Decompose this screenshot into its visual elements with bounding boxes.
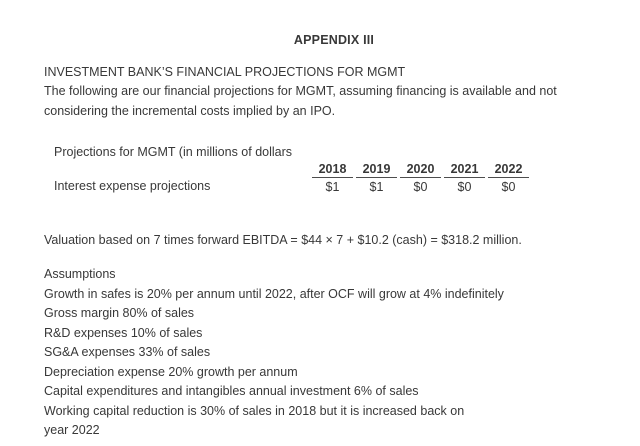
assumption-item: Gross margin 80% of sales (44, 306, 195, 320)
page-title: APPENDIX III (293, 33, 375, 47)
projections-table-block: Projections for MGMT (in millions of dol… (54, 144, 624, 194)
year-header: 2021 (444, 162, 485, 178)
year-header: 2020 (400, 162, 441, 178)
assumption-item: R&D expenses 10% of sales (44, 325, 203, 340)
intro-line: considering the incremental costs implie… (44, 103, 336, 118)
assumptions-heading: Assumptions (44, 267, 116, 281)
row-label: Interest expense projections (54, 179, 211, 193)
table-cell: $1 (325, 180, 340, 194)
assumption-item: Working capital reduction is 30% of sale… (44, 403, 465, 418)
assumption-item: SG&A expenses 33% of sales (44, 345, 211, 359)
year-header: 2018 (312, 162, 353, 178)
assumption-item: Capital expenditures and intangibles ann… (44, 384, 419, 398)
assumption-item: Growth in safes is 20% per annum until 2… (44, 286, 504, 301)
assumptions-section: Assumptions Growth in safes is 20% per a… (44, 265, 624, 441)
projections-table: 2018 2019 2020 2021 2022 Interest expens… (51, 162, 532, 194)
assumption-item: Depreciation expense 20% growth per annu… (44, 364, 298, 379)
table-cell: $0 (457, 180, 472, 194)
assumption-item: year 2022 (44, 423, 100, 437)
table-caption: Projections for MGMT (in millions of dol… (54, 145, 293, 159)
section-heading: INVESTMENT BANK’S FINANCIAL PROJECTIONS … (44, 65, 406, 79)
table-row: Interest expense projections $1 $1 $0 $0… (54, 178, 529, 194)
valuation-statement: Valuation based on 7 times forward EBITD… (44, 233, 522, 247)
year-header: 2022 (488, 162, 529, 178)
intro-line: The following are our financial projecti… (44, 84, 557, 98)
table-cell: $0 (413, 180, 428, 194)
table-cell: $1 (369, 180, 384, 194)
year-header: 2019 (356, 162, 397, 178)
table-cell: $0 (501, 180, 516, 194)
table-header-row: 2018 2019 2020 2021 2022 (54, 162, 529, 178)
intro-paragraph: The following are our financial projecti… (44, 82, 624, 121)
header-spacer-cell (54, 162, 309, 178)
